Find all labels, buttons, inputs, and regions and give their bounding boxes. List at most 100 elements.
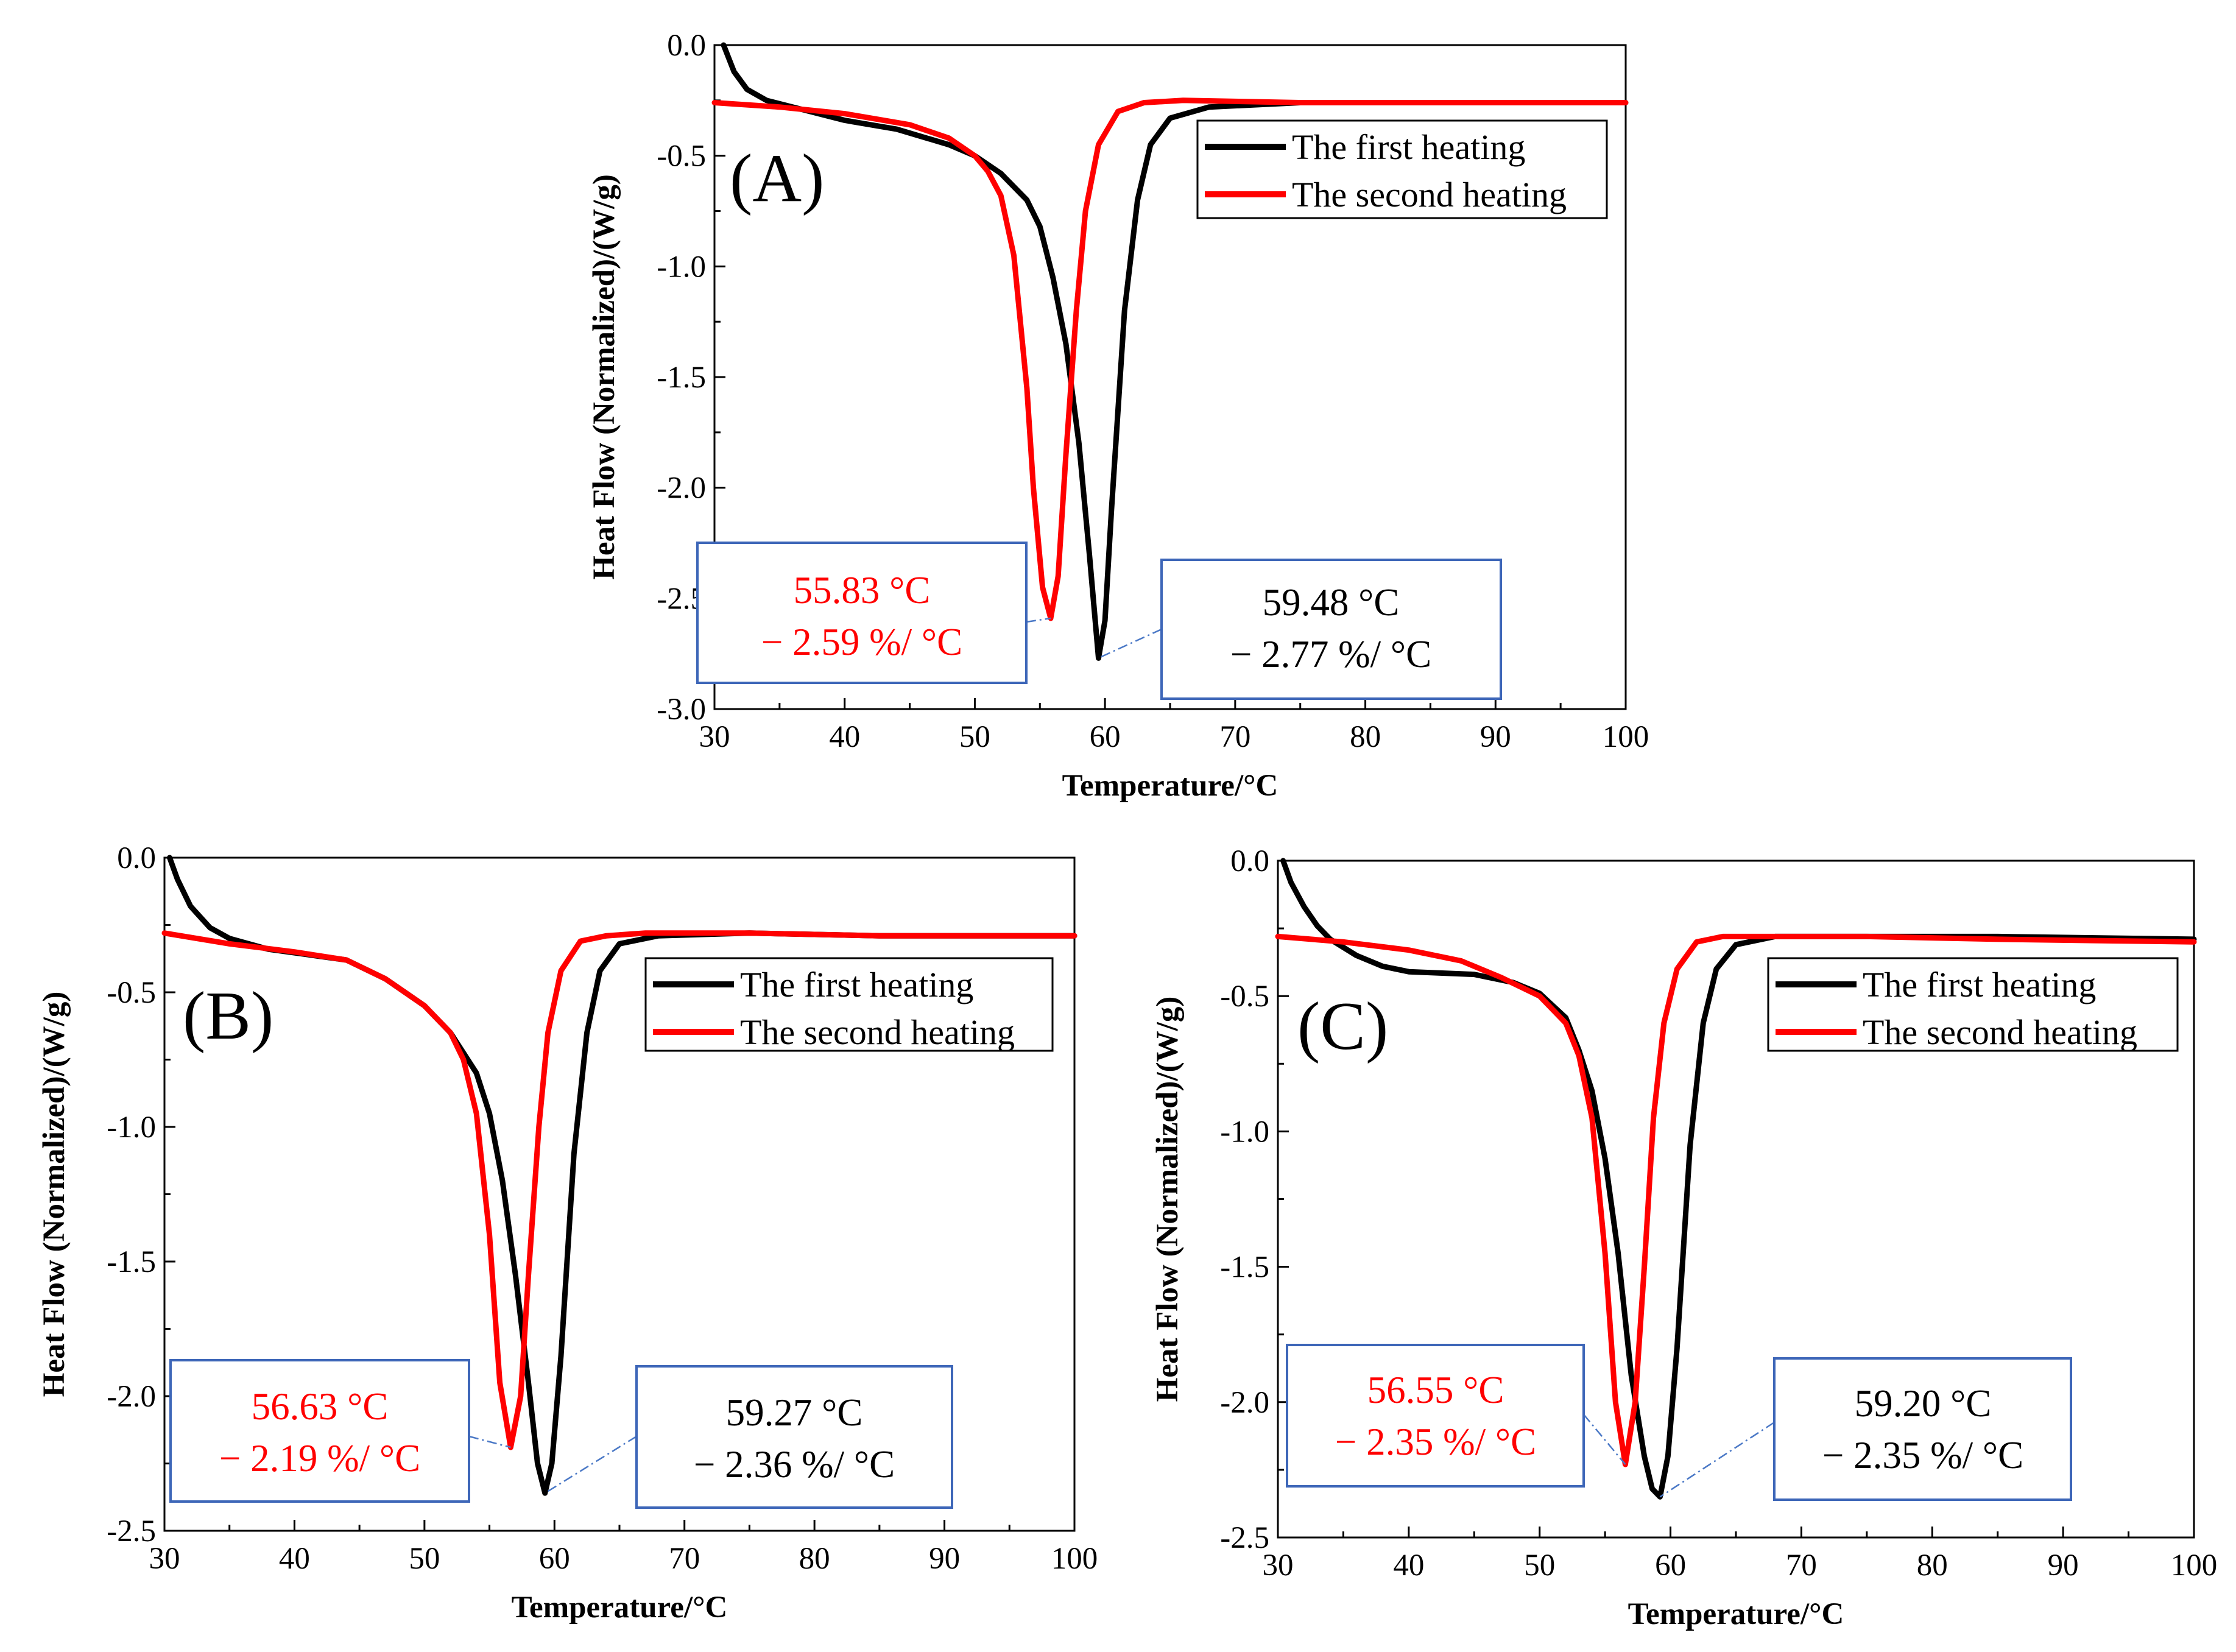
- y-tick-label: 0.0: [667, 29, 706, 63]
- y-tick-label: -0.5: [107, 976, 156, 1010]
- x-tick-label: 100: [1603, 720, 1649, 754]
- y-tick-label: -0.5: [657, 139, 706, 174]
- x-tick-label: 50: [409, 1542, 440, 1576]
- y-tick-label: 0.0: [117, 841, 156, 875]
- y-tick-label: -2.5: [107, 1514, 156, 1548]
- x-tick-label: 70: [669, 1542, 700, 1576]
- y-tick-label: -0.5: [1220, 980, 1269, 1014]
- panel-label: (C): [1297, 989, 1388, 1064]
- x-tick-label: 50: [1524, 1548, 1555, 1583]
- peak-rate-label: − 2.59 %/ °C: [761, 621, 962, 663]
- y-tick-label: -2.5: [1220, 1521, 1269, 1555]
- y-axis-title: Heat Flow (Normalized)/(W/g): [587, 174, 621, 580]
- legend-label: The second heating: [740, 1012, 1015, 1052]
- x-tick-label: 80: [1350, 720, 1381, 754]
- second-heating-peak-annotation: 56.55 °C − 2.35 %/ °C: [1286, 1344, 1626, 1488]
- chart-panel-c: 30 40 50 60 70 80 90 100 0.0 -0.5 -1.0 -1.5 -2.0 -2.5…: [1151, 844, 2217, 1631]
- y-tick-label: 0.0: [1230, 844, 1269, 878]
- legend-box: [1767, 957, 2179, 1052]
- y-tick-label: -2.0: [1220, 1386, 1269, 1420]
- annotation-box: [1286, 1344, 1585, 1488]
- legend: The first heating The second heating: [644, 957, 1054, 1052]
- y-tick-label: -1.0: [1220, 1115, 1269, 1149]
- x-tick-label: 90: [1480, 720, 1511, 754]
- peak-rate-label: − 2.36 %/ °C: [694, 1443, 895, 1486]
- leader-line: [468, 1435, 511, 1449]
- legend: The first heating The second heating: [1196, 119, 1608, 219]
- y-tick-label: -1.5: [657, 361, 706, 395]
- second-heating-peak-annotation: 56.63 °C − 2.19 %/ °C: [169, 1359, 511, 1503]
- legend-box: [644, 957, 1054, 1052]
- x-tick-label: 70: [1786, 1548, 1817, 1583]
- annotation-box: [169, 1359, 470, 1503]
- leader-line: [1659, 1421, 1775, 1498]
- chart-panel-a: 30 40 50 60 70 80 90 1000.0-0.5-1.0-1.5-2.0-2.5…: [587, 29, 1649, 803]
- peak-temperature-label: 59.48 °C: [1263, 581, 1400, 624]
- peak-temperature-label: 59.27 °C: [726, 1391, 863, 1434]
- legend-box: [1196, 119, 1608, 219]
- peak-temperature-label: 59.20 °C: [1855, 1382, 1992, 1425]
- first-heating-line: [1280, 858, 2197, 1500]
- x-tick-label: 90: [929, 1542, 960, 1576]
- y-tick-label: -3.0: [657, 693, 706, 727]
- legend-label: The second heating: [1292, 175, 1567, 214]
- legend-label: The first heating: [740, 965, 973, 1004]
- x-tick-label: 60: [1090, 720, 1121, 754]
- y-tick-label: -1.5: [107, 1245, 156, 1279]
- first-heating-peak-annotation: 59.27 °C − 2.36 %/ °C: [545, 1365, 953, 1509]
- x-tick-label: 90: [2048, 1548, 2079, 1583]
- leader-line: [545, 1435, 637, 1494]
- x-tick-label: 50: [959, 720, 990, 754]
- second-heating-line: [711, 97, 1629, 621]
- panel-label: (A): [730, 141, 824, 216]
- annotation-box: [696, 542, 1028, 684]
- leader-line: [1583, 1414, 1626, 1465]
- x-tick-label: 100: [2171, 1548, 2218, 1583]
- y-axis-title: Heat Flow (Normalized)/(W/g): [1151, 997, 1185, 1402]
- first-heating-peak-annotation: 59.48 °C − 2.77 %/ °C: [1098, 559, 1502, 700]
- y-tick-label: -1.0: [107, 1110, 156, 1145]
- x-axis-title: Temperature/°C: [1628, 1597, 1844, 1631]
- x-tick-label: 30: [1263, 1548, 1294, 1583]
- y-tick-label: -1.0: [657, 250, 706, 284]
- leader-line: [1098, 628, 1162, 659]
- x-tick-label: 80: [799, 1542, 830, 1576]
- peak-rate-label: − 2.35 %/ °C: [1822, 1434, 2023, 1477]
- peak-temperature-label: 56.63 °C: [252, 1385, 389, 1428]
- legend-label: The first heating: [1863, 965, 2096, 1004]
- second-heating-line: [161, 930, 1077, 1450]
- legend-label: The second heating: [1863, 1012, 2137, 1052]
- first-heating-peak-annotation: 59.20 °C − 2.35 %/ °C: [1659, 1357, 2072, 1501]
- y-tick-label: -1.5: [1220, 1251, 1269, 1285]
- x-tick-label: 40: [829, 720, 860, 754]
- y-tick-label: -2.0: [107, 1380, 156, 1414]
- x-tick-label: 60: [1655, 1548, 1686, 1583]
- peak-temperature-label: 55.83 °C: [794, 569, 931, 612]
- second-heating-peak-annotation: 55.83 °C − 2.59 %/ °C: [696, 542, 1051, 684]
- x-tick-label: 60: [539, 1542, 570, 1576]
- peak-rate-label: − 2.35 %/ °C: [1335, 1421, 1536, 1463]
- annotation-box: [1160, 559, 1502, 700]
- panel-label: (B): [183, 978, 273, 1054]
- x-tick-label: 80: [1917, 1548, 1948, 1583]
- peak-temperature-label: 56.55 °C: [1367, 1369, 1504, 1411]
- x-axis-title: Temperature/°C: [512, 1590, 728, 1625]
- x-tick-label: 30: [699, 720, 730, 754]
- x-tick-label: 100: [1051, 1542, 1098, 1576]
- y-tick-label: -2.0: [657, 471, 706, 506]
- x-tick-label: 30: [149, 1542, 180, 1576]
- leader-line: [1026, 617, 1051, 623]
- annotation-box: [1773, 1357, 2072, 1501]
- x-tick-label: 70: [1219, 720, 1250, 754]
- annotation-box: [635, 1365, 953, 1509]
- x-axis-title: Temperature/°C: [1062, 769, 1278, 803]
- peak-rate-label: − 2.77 %/ °C: [1230, 633, 1431, 676]
- legend-label: The first heating: [1292, 127, 1525, 167]
- chart-panel-b: 30 40 50 60 70 80 90 100 0.0 -0.5 -1.0 -1.5 -2.0 -2.5…: [37, 841, 1098, 1625]
- x-tick-label: 40: [1393, 1548, 1424, 1583]
- legend: The first heating The second heating: [1767, 957, 2179, 1052]
- x-tick-label: 40: [279, 1542, 310, 1576]
- y-axis-title: Heat Flow (Normalized)/(W/g): [37, 992, 71, 1397]
- peak-rate-label: − 2.19 %/ °C: [219, 1437, 420, 1480]
